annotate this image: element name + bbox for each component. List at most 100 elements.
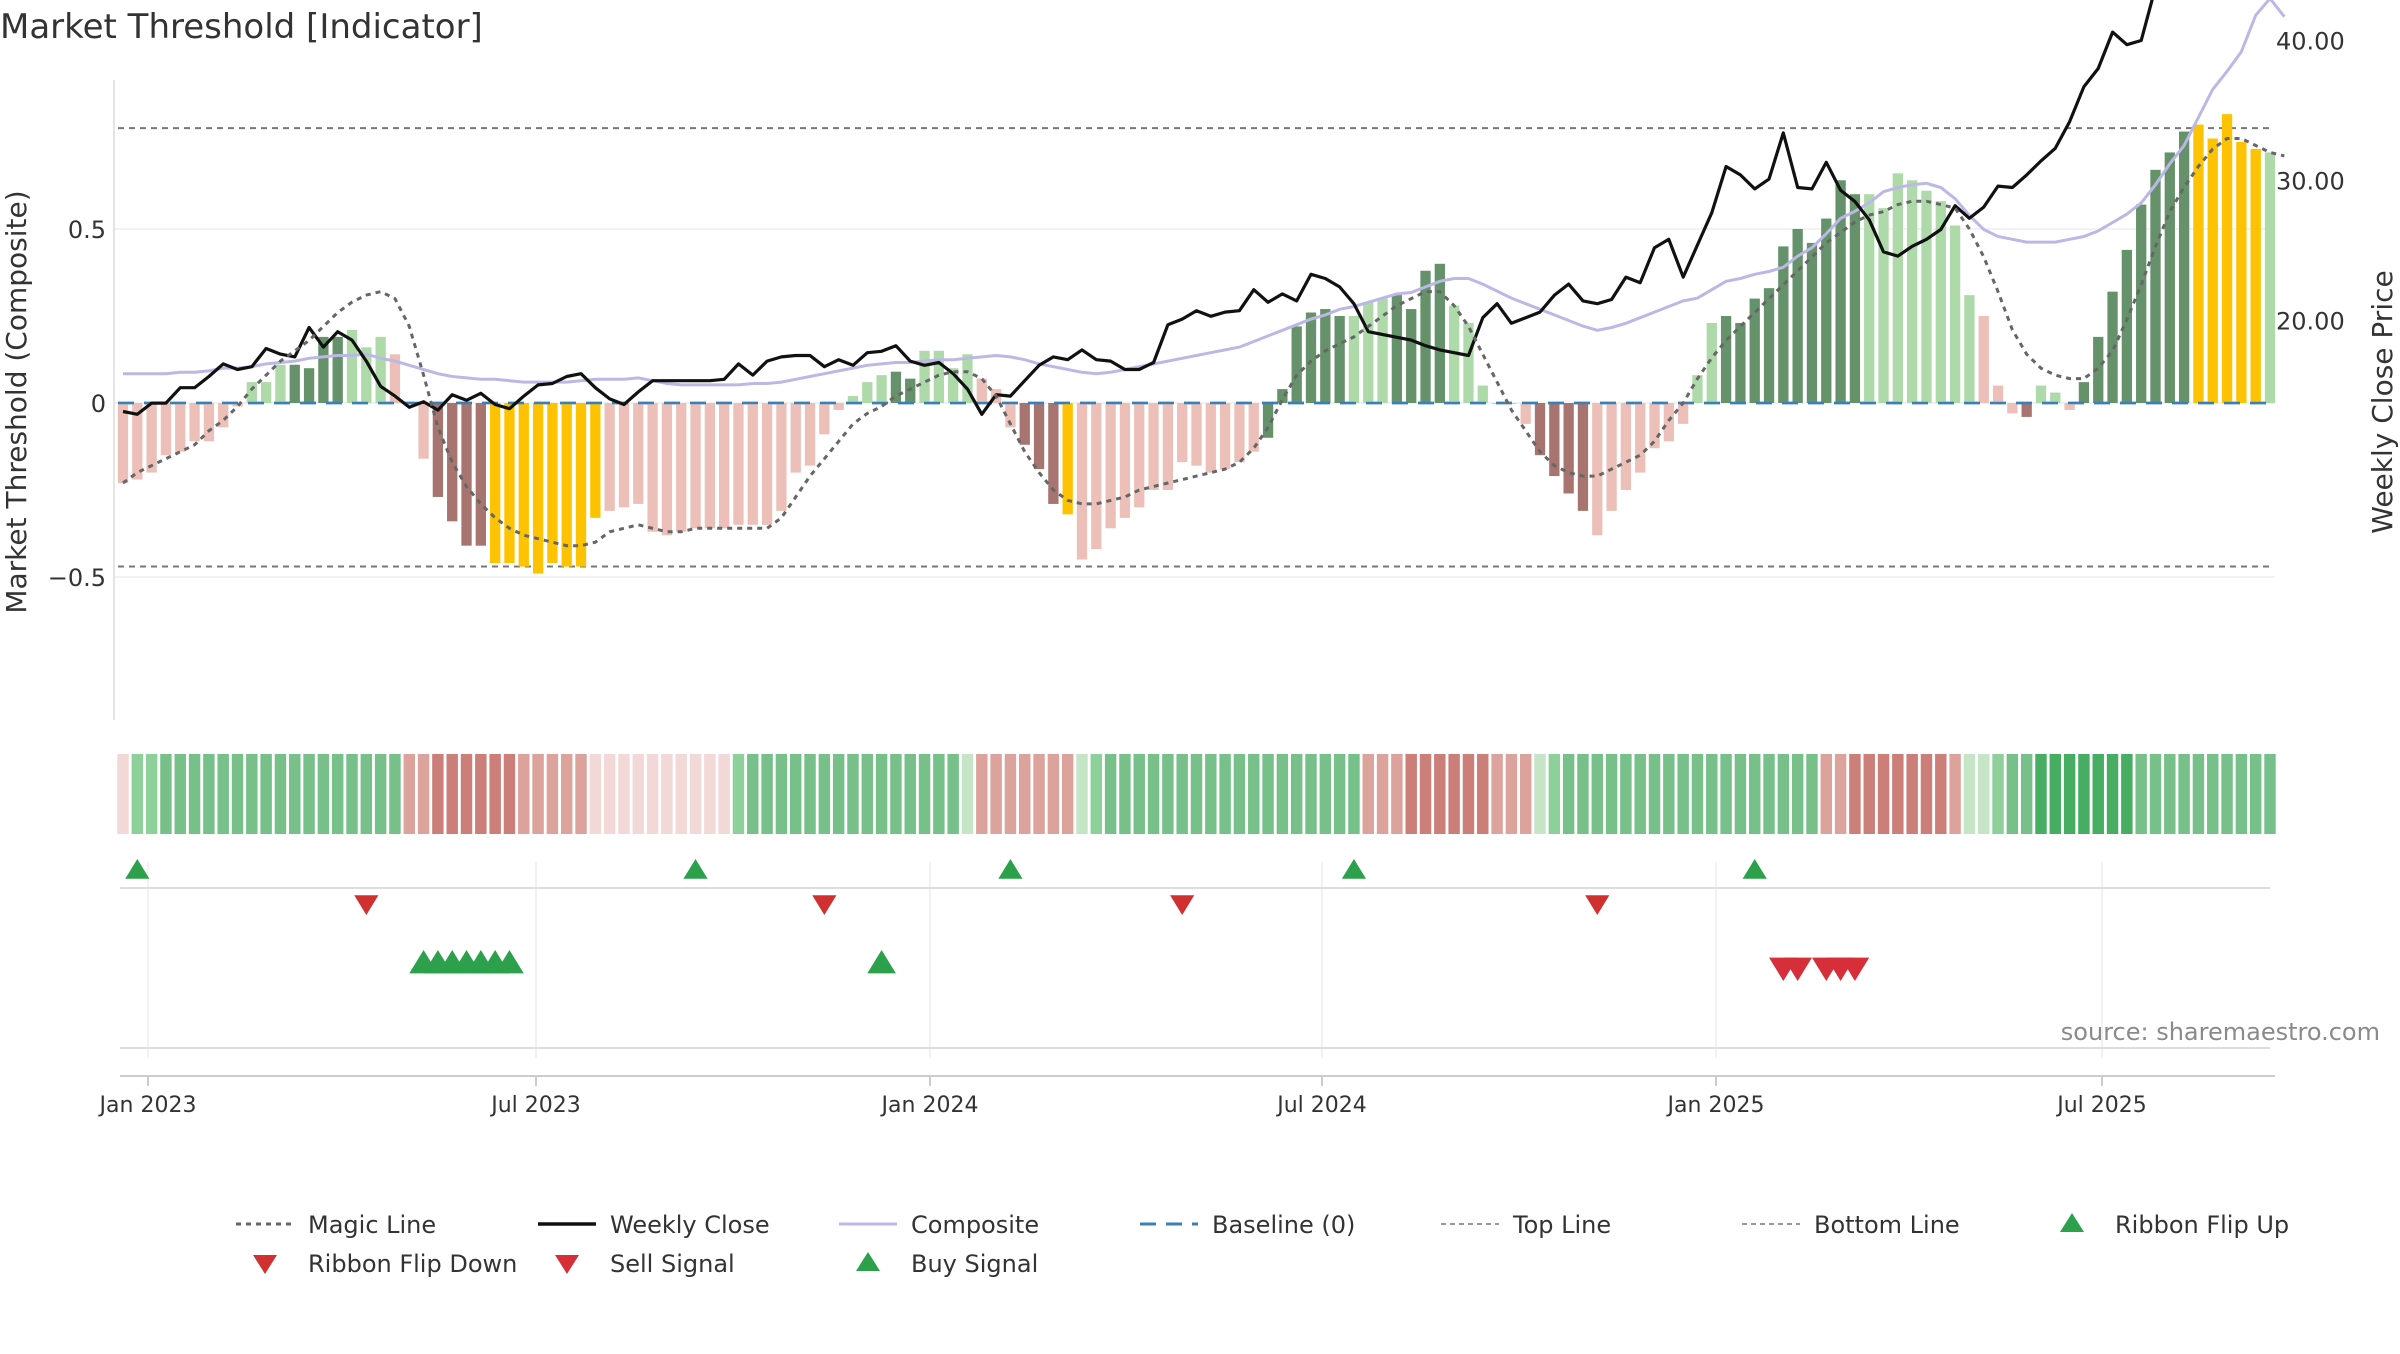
ribbon-cell [1348,754,1360,834]
composite-bar [1420,270,1431,403]
composite-bar [2050,392,2061,403]
composite-bar [1248,403,1259,452]
composite-bar [1463,322,1474,403]
ribbon-cell [1949,754,1961,834]
legend-label: Magic Line [308,1211,436,1239]
composite-bar [1134,403,1145,508]
ribbon-cell [704,754,716,834]
composite-bar [1434,263,1445,403]
ribbon-cell [532,754,544,834]
composite-bar [747,403,758,525]
ribbon-cell [589,754,602,834]
sell-signal-marker [1783,957,1812,981]
composite-bar [275,364,286,403]
ribbon-cell [131,754,144,834]
ribbon-cell [1577,754,1589,834]
x-tick-labels: Jan 2023 Jul 2023 Jan 2024 Jul 2024 Jan 2025… [98,1076,2147,1118]
ribbon-cell [1992,754,2004,834]
ribbon-cell [1978,754,1990,834]
legend-label: Weekly Close [610,1211,770,1239]
legend-label: Ribbon Flip Down [308,1250,517,1278]
ribbon-cell [675,754,687,834]
ribbon-cell [1176,754,1188,834]
composite-bar [475,403,486,546]
composite-bar [1678,403,1689,424]
ribbon-cell [1806,754,1818,834]
composite-bar [1878,208,1889,403]
composite-bar [761,403,773,525]
ribbon-cell [2149,754,2162,834]
ribbon-cell [403,754,415,834]
ribbon-cell [174,754,186,834]
ribbon-cell [1634,754,1646,834]
ribbon-flip-down-marker [1170,895,1195,915]
composite-bar [1735,322,1746,403]
buy-signal-marker [495,950,524,974]
ribbon-cell [2178,754,2190,834]
composite-bar [1520,403,1531,424]
ribbon-cell [1061,754,1074,834]
ribbon-cell [2264,754,2276,834]
composite-bar [2150,169,2161,403]
composite-bar [1821,218,1832,403]
composite-bar [1778,246,1789,403]
composite-bar [933,350,945,403]
ribbon-cell [1591,754,1603,834]
ribbon-cell [446,754,458,834]
ribbon-cell [1734,754,1747,834]
ribbon-flip-up-marker [998,859,1023,879]
ribbon-cell [2078,754,2090,834]
ribbon-cell [790,754,802,834]
legend-item: Top Line [1441,1211,1611,1239]
ribbon-cell [1419,754,1432,834]
composite-bar [532,403,544,574]
composite-bar [1262,403,1274,438]
sell-signal-marker [1840,957,1870,981]
ribbon-cell [546,754,559,834]
ribbon-cell [1863,754,1875,834]
composite-bar [361,347,372,403]
composite-bar [1792,229,1803,403]
composite-bar [1091,403,1102,550]
ribbon-cell [203,754,215,834]
composite-bar [132,403,143,480]
ribbon-cell [274,754,287,834]
composite-bar [1907,180,1918,403]
composite-bar [2236,142,2247,403]
ribbon-cell [933,754,945,834]
ribbon-cell [1534,754,1546,834]
ribbon-flip-up-marker [1742,859,1767,879]
composite-bar [504,403,515,564]
ribbon-cell [346,754,358,834]
ribbon-cell [1906,754,1918,834]
ribbon-cell [1462,754,1475,834]
composite-bar [948,368,959,403]
ribbon-cell [160,754,172,834]
ribbon-cell [2135,754,2147,834]
composite-bar [1720,316,1732,403]
ribbon-cell [2049,754,2062,834]
ribbon-cell [1548,754,1561,834]
ribbon-cell [1834,754,1847,834]
composite-bar [1076,403,1088,560]
ribbon-cell [1147,754,1160,834]
ribbon-cell [990,754,1002,834]
ribbon-cell [1620,754,1632,834]
legend-label: Composite [911,1211,1039,1239]
composite-bar [676,403,687,532]
ribbon-flip-up-marker [683,859,708,879]
composite-bar [733,403,744,525]
x-tick-label: Jul 2023 [489,1093,581,1118]
composite-bar [1577,403,1589,511]
ribbon-flip-down-marker [812,895,837,915]
composite-bar [1892,173,1904,403]
composite-bar [1477,385,1488,403]
ribbon-cell [847,754,859,834]
ribbon-cell [2006,754,2019,834]
ribbon-cell [732,754,745,834]
composite-bar [1692,375,1703,403]
ribbon-cell [560,754,573,834]
ribbon-cell [475,754,487,834]
legend-label: Baseline (0) [1212,1211,1355,1239]
composite-bar [218,403,229,428]
